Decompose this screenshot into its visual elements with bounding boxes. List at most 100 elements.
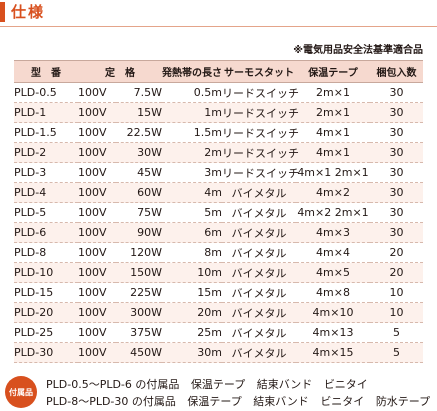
table-row: PLD-2 100V 30W 2m リードスイッチ 4m×1 30 [14,142,423,163]
cell-voltage: 100V [78,122,116,143]
cell-voltage: 100V [78,142,116,163]
cell-wattage: 375W [116,322,162,343]
cell-pack-qty: 5 [370,342,423,363]
cell-tape: 4m×15 [296,342,370,363]
table-row: PLD-20 100V 300W 20m バイメタル 4m×10 10 [14,302,423,323]
compliance-note: ※電気用品安全法基準適合品 [293,45,423,56]
accessory-item: ビニタイ [320,395,365,408]
cell-pack-qty: 30 [370,202,423,223]
cell-wattage: 150W [116,262,162,283]
cell-model: PLD-3 [14,162,78,183]
cell-wattage: 90W [116,222,162,243]
table-row: PLD-25 100V 375W 25m バイメタル 4m×13 5 [14,322,423,343]
accessories-line-2: PLD-8～PLD-30 の付属品 保温テープ 結束バンド ビニタイ 防水テープ [46,393,437,409]
cell-tape: 4m×3 [296,222,370,243]
cell-wattage: 30W [116,142,162,163]
table-header-row: 型 番 定 格 発熱帯の長さ サーモスタット 保温テープ 梱包入数 [14,60,423,83]
table-row: PLD-8 100V 120W 8m バイメタル 4m×4 20 [14,242,423,263]
cell-tape: 4m×2 [296,182,370,203]
cell-pack-qty: 20 [370,262,423,283]
table-row: PLD-5 100V 75W 5m バイメタル 4m×2 2m×1 30 [14,202,423,223]
cell-length: 1.5m [162,122,222,143]
cell-thermostat: バイメタル [222,342,296,363]
cell-length: 6m [162,222,222,243]
cell-voltage: 100V [78,262,116,283]
cell-length: 20m [162,302,222,323]
cell-tape: 4m×8 [296,282,370,303]
cell-length: 10m [162,262,222,283]
cell-length: 30m [162,342,222,363]
cell-tape: 4m×10 [296,302,370,323]
cell-wattage: 120W [116,242,162,263]
accessory-item: 結束バンド [256,378,313,391]
cell-tape: 4m×1 [296,122,370,143]
table-row: PLD-10 100V 150W 10m バイメタル 4m×5 20 [14,262,423,283]
cell-voltage: 100V [78,302,116,323]
cell-thermostat: リードスイッチ [222,102,299,123]
cell-voltage: 100V [78,282,116,303]
cell-length: 2m [162,142,222,163]
header-pack: 梱包入数 [370,60,423,83]
cell-thermostat: バイメタル [222,222,296,243]
accessories-range: PLD-0.5～PLD-6 の付属品 [46,378,180,391]
cell-voltage: 100V [78,102,116,123]
table-row: PLD-15 100V 225W 15m バイメタル 4m×8 10 [14,282,423,303]
cell-model: PLD-8 [14,242,78,263]
cell-model: PLD-10 [14,262,78,283]
table-row: PLD-1 100V 15W 1m リードスイッチ 2m×1 30 [14,102,423,123]
table-row: PLD-3 100V 45W 3m リードスイッチ 4m×1 2m×1 30 [14,162,423,183]
cell-model: PLD-1.5 [14,122,78,143]
heading-divider [0,26,437,27]
cell-wattage: 45W [116,162,162,183]
cell-pack-qty: 5 [370,322,423,343]
cell-pack-qty: 10 [370,282,423,303]
section-title: 仕様 [11,3,46,21]
cell-wattage: 22.5W [116,122,162,143]
cell-pack-qty: 20 [370,242,423,263]
accessories-line-1: PLD-0.5～PLD-6 の付属品 保温テープ 結束バンド ビニタイ [46,376,376,392]
cell-pack-qty: 30 [370,142,423,163]
cell-length: 5m [162,202,222,223]
cell-pack-qty: 30 [370,182,423,203]
cell-wattage: 450W [116,342,162,363]
cell-model: PLD-25 [14,322,78,343]
accessories-range: PLD-8～PLD-30 の付属品 [46,395,176,408]
cell-thermostat: リードスイッチ [222,122,299,143]
cell-thermostat: リードスイッチ [222,82,299,103]
cell-voltage: 100V [78,202,116,223]
table-row: PLD-1.5 100V 22.5W 1.5m リードスイッチ 4m×1 30 [14,122,423,143]
cell-wattage: 15W [116,102,162,123]
cell-model: PLD-30 [14,342,78,363]
cell-thermostat: バイメタル [222,262,296,283]
table-row: PLD-4 100V 60W 4m バイメタル 4m×2 30 [14,182,423,203]
cell-length: 15m [162,282,222,303]
cell-pack-qty: 30 [370,162,423,183]
cell-voltage: 100V [78,82,116,103]
cell-pack-qty: 30 [370,122,423,143]
cell-pack-qty: 10 [370,302,423,323]
cell-tape: 4m×5 [296,262,370,283]
cell-thermostat: バイメタル [222,242,296,263]
header-model: 型 番 [14,60,78,83]
cell-tape: 4m×4 [296,242,370,263]
cell-voltage: 100V [78,222,116,243]
accessory-item: 保温テープ [187,395,242,408]
spec-table: 型 番 定 格 発熱帯の長さ サーモスタット 保温テープ 梱包入数 PLD-0.… [14,60,423,363]
header-length: 発熱帯の長さ [162,60,222,83]
header-rating: 定 格 [78,60,162,83]
cell-voltage: 100V [78,182,116,203]
cell-length: 0.5m [162,82,222,103]
cell-thermostat: バイメタル [222,302,296,323]
cell-model: PLD-6 [14,222,78,243]
section-heading: 仕様 [0,0,437,24]
cell-wattage: 7.5W [116,82,162,103]
heading-accent-bar [0,2,5,22]
cell-model: PLD-1 [14,102,78,123]
cell-wattage: 300W [116,302,162,323]
cell-length: 3m [162,162,222,183]
cell-pack-qty: 30 [370,222,423,243]
cell-model: PLD-15 [14,282,78,303]
table-row: PLD-30 100V 450W 30m バイメタル 4m×15 5 [14,342,423,363]
cell-length: 4m [162,182,222,203]
table-row: PLD-6 100V 90W 6m バイメタル 4m×3 30 [14,222,423,243]
